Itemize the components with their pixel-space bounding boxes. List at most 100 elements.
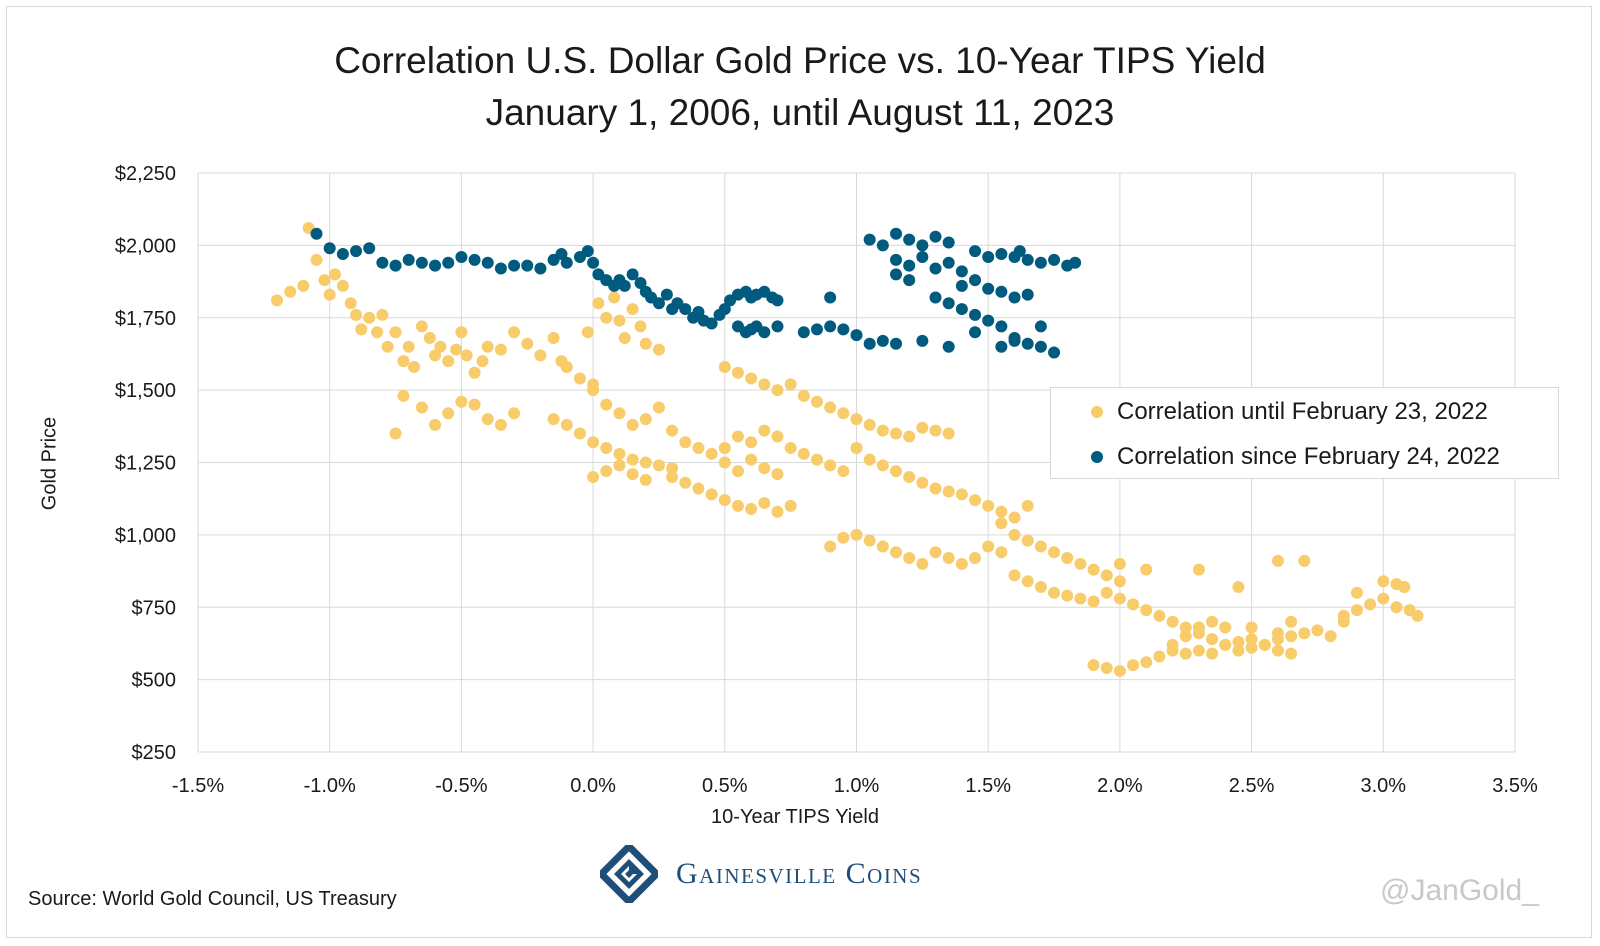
data-point-until [1087,659,1100,672]
data-point-until [1245,633,1258,646]
x-tick-label: 1.0% [834,775,880,797]
data-point-until [397,355,410,368]
data-point-since [1021,253,1034,266]
data-point-until [666,462,679,475]
y-tick-label: $1,250 [115,453,176,475]
data-point-until [560,418,573,431]
data-point-until [1127,598,1140,611]
data-point-until [639,473,652,486]
data-point-since [705,317,718,330]
data-point-until [824,540,837,553]
x-axis-title: 10-Year TIPS Yield [711,806,879,828]
data-point-until [429,349,442,362]
data-point-until [1179,630,1192,643]
data-point-until [718,494,731,507]
data-point-until [1350,586,1363,599]
data-point-until [371,326,384,339]
data-point-until [415,320,428,333]
data-point-since [634,277,647,290]
data-point-until [995,546,1008,559]
data-point-until [547,413,560,426]
data-point-until [969,494,982,507]
data-point-until [560,360,573,373]
data-point-until [508,326,521,339]
data-point-until [1061,552,1074,565]
data-point-until [837,407,850,420]
data-point-until [1074,557,1087,570]
legend-marker-since [1091,451,1103,463]
data-point-until [297,279,310,292]
data-point-until [613,447,626,460]
data-point-since [508,259,521,272]
data-point-until [692,482,705,495]
data-point-since [376,256,389,269]
data-point-until [837,465,850,478]
data-point-since [890,268,903,281]
data-point-until [389,427,402,440]
data-point-until [863,534,876,547]
data-point-until [1140,563,1153,576]
data-point-until [429,418,442,431]
data-point-until [328,268,341,281]
data-point-until [1140,604,1153,617]
data-point-since [890,253,903,266]
data-point-since [587,256,600,269]
data-point-since [1021,337,1034,350]
data-point-since [1013,245,1026,258]
data-point-since [982,314,995,327]
data-point-until [581,326,594,339]
data-point-until [771,430,784,443]
data-point-until [705,447,718,460]
data-point-until [1153,650,1166,663]
data-point-until [600,398,613,411]
data-point-since [942,256,955,269]
data-point-until [481,340,494,353]
data-point-until [929,546,942,559]
legend-item-until: Correlation until February 23, 2022 [1091,398,1488,426]
data-point-until [890,427,903,440]
y-tick-label: $250 [132,742,177,764]
data-point-until [587,436,600,449]
data-point-until [718,442,731,455]
data-point-until [745,453,758,466]
data-point-since [929,291,942,304]
data-point-until [310,253,323,266]
data-point-until [1271,627,1284,640]
data-point-since [929,230,942,243]
data-point-until [824,459,837,472]
watermark: @JanGold_ [1380,874,1539,907]
data-point-since [363,242,376,255]
data-point-until [903,430,916,443]
data-point-until [731,499,744,512]
data-point-since [626,268,639,281]
series-since [310,227,1082,359]
data-point-until [718,360,731,373]
data-point-since [1034,256,1047,269]
data-point-until [271,294,284,307]
data-point-until [442,355,455,368]
data-point-since [1034,340,1047,353]
data-point-until [1285,615,1298,628]
data-point-until [916,476,929,489]
data-point-since [955,279,968,292]
data-point-until [639,337,652,350]
gainesville-coins-logo: Gainesville Coins [600,844,922,904]
data-point-until [731,366,744,379]
data-point-until [731,465,744,478]
data-point-since [903,274,916,287]
data-point-since [534,262,547,275]
data-point-until [942,552,955,565]
y-tick-label: $1,000 [115,525,176,547]
data-point-until [1245,621,1258,634]
data-point-since [718,303,731,316]
data-point-since [916,239,929,252]
data-point-until [1153,609,1166,622]
data-point-since [468,253,481,266]
data-point-until [481,413,494,426]
data-point-until [639,456,652,469]
data-point-until [771,468,784,481]
data-point-until [692,442,705,455]
data-point-since [1069,256,1082,269]
data-point-since [692,305,705,318]
data-point-until [336,279,349,292]
